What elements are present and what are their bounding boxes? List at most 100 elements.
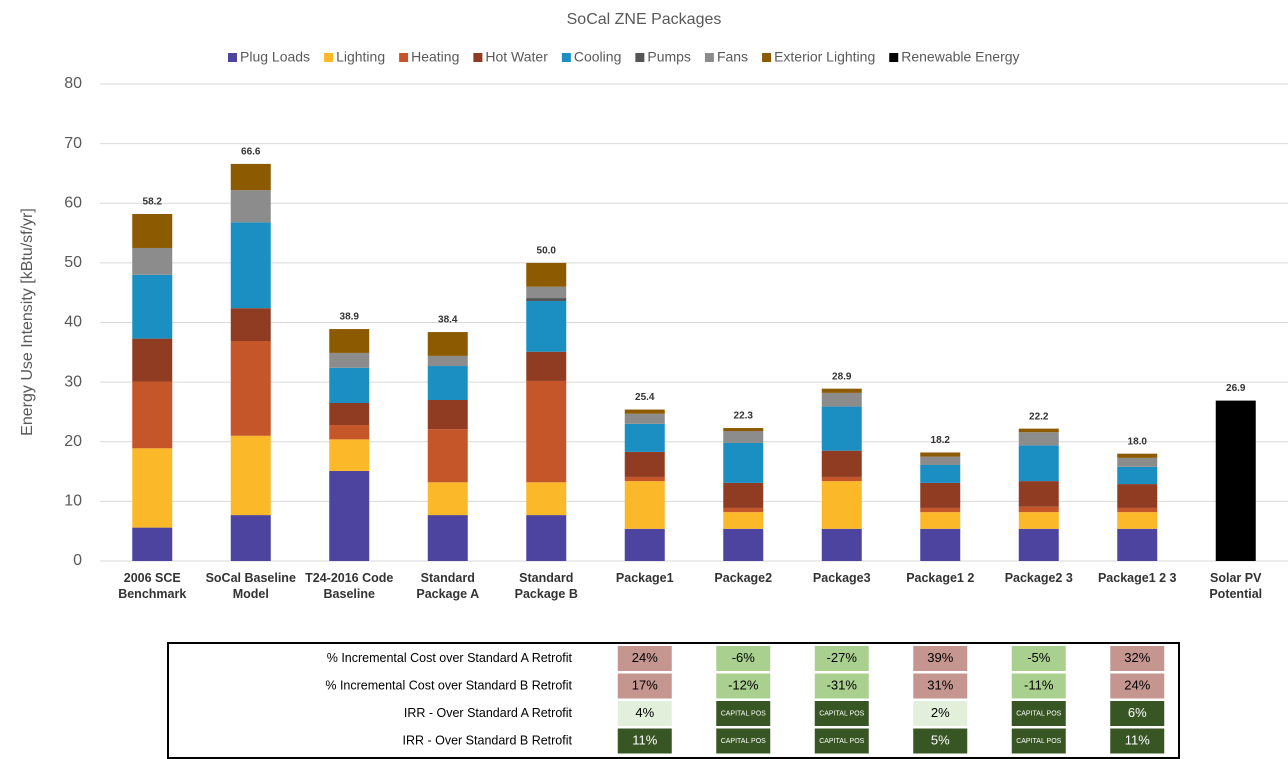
bar-segment bbox=[821, 476, 862, 482]
x-tick-label: Package1 2 3 bbox=[1098, 571, 1177, 585]
x-tick-label: Standard Package A bbox=[416, 571, 479, 601]
bar-segment bbox=[230, 308, 271, 341]
legend-label: Exterior Lighting bbox=[774, 49, 875, 65]
bar-segment bbox=[230, 190, 271, 223]
bar-segment bbox=[329, 329, 370, 353]
legend-swatch bbox=[704, 53, 714, 62]
x-tick-line: Package2 3 bbox=[1005, 571, 1073, 585]
y-tick-label: 30 bbox=[64, 373, 82, 390]
bar-segment bbox=[723, 442, 764, 483]
x-tick-line: Potential bbox=[1209, 587, 1262, 601]
legend-label: Plug Loads bbox=[240, 49, 310, 65]
total-label: 22.2 bbox=[1029, 411, 1049, 422]
x-tick-label: T24-2016 Code Baseline bbox=[305, 571, 393, 601]
x-tick-line: Model bbox=[233, 587, 269, 601]
row-label: % Incremental Cost over Standard B Retro… bbox=[325, 678, 572, 692]
bar-segment bbox=[329, 439, 370, 471]
bar-segment bbox=[230, 515, 271, 561]
x-tick-line: SoCal Baseline bbox=[206, 571, 296, 585]
x-tick-line: Benchmark bbox=[118, 587, 186, 601]
table-cell bbox=[1110, 701, 1165, 726]
cell-text: 24% bbox=[632, 650, 658, 665]
legend-label: Hot Water bbox=[485, 49, 548, 65]
cell-text: 2% bbox=[931, 705, 950, 720]
bar-segment bbox=[526, 286, 567, 299]
bar-segment bbox=[526, 262, 567, 287]
table-cell bbox=[716, 728, 771, 754]
bar-segment bbox=[1117, 457, 1158, 467]
table-cell bbox=[913, 646, 968, 671]
cell-text: 5% bbox=[931, 732, 950, 747]
cell-text: -5% bbox=[1027, 650, 1051, 665]
x-tick-line: Baseline bbox=[324, 587, 375, 601]
table-cell bbox=[814, 646, 869, 671]
total-label: 25.4 bbox=[635, 392, 655, 403]
bar-segment bbox=[1018, 506, 1059, 513]
cell-text: CAPITAL POS bbox=[1016, 738, 1061, 745]
bar-segment bbox=[230, 222, 271, 309]
row-label: IRR - Over Standard B Retrofit bbox=[402, 733, 572, 747]
legend-label: Cooling bbox=[574, 49, 621, 65]
bar-segment bbox=[526, 351, 567, 381]
bar-segment bbox=[132, 338, 173, 382]
bar-segment bbox=[1018, 432, 1059, 446]
x-tick-line: Package B bbox=[515, 587, 578, 601]
total-label: 28.9 bbox=[832, 371, 852, 382]
total-label: 18.0 bbox=[1128, 436, 1148, 447]
x-tick-label: Solar PV Potential bbox=[1209, 571, 1262, 601]
bar-segment bbox=[132, 213, 173, 248]
bar-segment bbox=[230, 163, 271, 191]
cell-text: CAPITAL POS bbox=[721, 710, 766, 717]
cell-text: -11% bbox=[1024, 677, 1054, 692]
legend-label: Pumps bbox=[647, 49, 691, 65]
x-tick-line: Package1 2 bbox=[906, 571, 974, 585]
y-tick-label: 80 bbox=[64, 75, 82, 92]
bar-segment bbox=[624, 476, 665, 482]
table-cell bbox=[716, 701, 771, 726]
bar-segment bbox=[132, 448, 173, 528]
table-cell bbox=[913, 673, 968, 699]
legend-swatch bbox=[561, 53, 571, 62]
x-tick-label: 2006 SCE Benchmark bbox=[118, 571, 186, 601]
bar-segment bbox=[1215, 400, 1256, 561]
legend-label: Renewable Energy bbox=[901, 49, 1019, 65]
bar-segment bbox=[329, 367, 370, 403]
x-tick-line: Package1 2 3 bbox=[1098, 571, 1177, 585]
bar-segment bbox=[427, 429, 468, 483]
bar-segment bbox=[624, 528, 665, 561]
bar-segment bbox=[526, 298, 567, 302]
cell-text: 11% bbox=[1125, 732, 1150, 747]
bar-segment bbox=[1117, 528, 1158, 561]
x-tick-line: Package A bbox=[416, 587, 479, 601]
legend-label: Heating bbox=[411, 49, 459, 65]
bar-segment bbox=[526, 515, 567, 561]
bar-segment bbox=[920, 465, 961, 483]
x-tick-line: T24-2016 Code bbox=[305, 571, 393, 585]
bar-segment bbox=[230, 435, 271, 516]
bar-segment bbox=[821, 406, 862, 451]
bar-segment bbox=[1018, 481, 1059, 507]
bar-segment bbox=[1018, 528, 1059, 561]
cell-text: 31% bbox=[927, 677, 953, 692]
total-label: 58.2 bbox=[143, 197, 163, 208]
x-tick-label: Package1 bbox=[616, 571, 674, 585]
y-tick-label: 60 bbox=[64, 194, 82, 211]
table-cell bbox=[617, 673, 672, 699]
table-frame bbox=[167, 642, 1180, 759]
bar-segment bbox=[132, 381, 173, 449]
x-tick-line: Package2 bbox=[714, 571, 772, 585]
table-cell bbox=[814, 701, 869, 726]
cell-text: CAPITAL POS bbox=[819, 710, 864, 717]
cell-text: CAPITAL POS bbox=[1016, 710, 1061, 717]
legend-label: Fans bbox=[717, 49, 748, 65]
cell-text: 6% bbox=[1128, 705, 1147, 720]
x-tick-line: Solar PV bbox=[1210, 571, 1262, 585]
bar-segment bbox=[723, 512, 764, 529]
x-tick-line: Standard bbox=[421, 571, 475, 585]
bar-segment bbox=[427, 515, 468, 561]
bar-segment bbox=[1018, 512, 1059, 529]
table-cell bbox=[913, 728, 968, 754]
x-tick-label: Package2 3 bbox=[1005, 571, 1073, 585]
y-axis-label: Energy Use Intensity [kBtu/sf/yr] bbox=[19, 208, 36, 436]
x-tick-label: Package1 2 bbox=[906, 571, 974, 585]
